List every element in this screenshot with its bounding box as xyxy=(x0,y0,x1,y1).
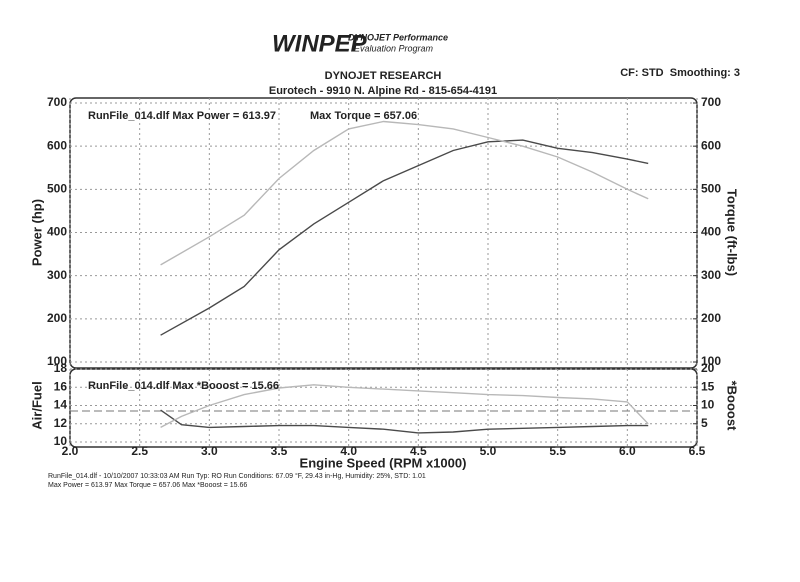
x-tick-label: 2.5 xyxy=(131,444,148,458)
address: Eurotech - 9910 N. Alpine Rd - 815-654-4… xyxy=(269,85,497,97)
y2-tick-label: 15 xyxy=(701,379,715,393)
y-tick-label: 700 xyxy=(47,95,67,109)
y-tick-label: 18 xyxy=(54,361,68,375)
x-tick-label: 5.0 xyxy=(480,444,497,458)
y-tick-label: 14 xyxy=(54,398,68,412)
plot-frame xyxy=(69,97,698,369)
footer: RunFile_014.dlf - 10/10/2007 10:33:03 AM… xyxy=(48,472,426,480)
x-tick-label: 6.0 xyxy=(619,444,636,458)
y2-tick-label: 200 xyxy=(701,311,721,325)
logo-subtitle: Evaluation Program xyxy=(354,43,434,53)
y-tick-label: 16 xyxy=(54,379,68,393)
footer: Max Power = 613.97 Max Torque = 657.06 M… xyxy=(48,482,247,489)
y2-tick-label: 300 xyxy=(701,268,721,282)
y2-tick-label: 700 xyxy=(701,95,721,109)
y-tick-label: 12 xyxy=(54,416,68,430)
x-tick-label: 3.5 xyxy=(271,444,288,458)
annotation: RunFile_014.dlf Max *Booost = 15.66 xyxy=(88,380,279,392)
y2-axis-title: Torque (ft-lbs) xyxy=(725,189,740,276)
y2-tick-label: 500 xyxy=(701,182,721,196)
annotation: RunFile_014.dlf Max Power = 613.97 xyxy=(88,110,276,122)
logo: WINPEP xyxy=(272,30,368,57)
y-tick-label: 600 xyxy=(47,138,67,152)
y-tick-label: 500 xyxy=(47,182,67,196)
x-tick-label: 3.0 xyxy=(201,444,218,458)
y-axis-title: Power (hp) xyxy=(29,199,44,266)
y2-axis-title: *Booost xyxy=(725,381,740,432)
series-line xyxy=(160,409,649,434)
y2-tick-label: 600 xyxy=(701,138,721,152)
x-axis-title: Engine Speed (RPM x1000) xyxy=(300,455,467,470)
logo-subtitle: DYNOJET Performance xyxy=(348,32,448,42)
series-line xyxy=(160,384,649,429)
y2-tick-label: 100 xyxy=(701,354,721,368)
settings: CF: STD Smoothing: 3 xyxy=(620,67,740,79)
y-tick-label: 200 xyxy=(47,311,67,325)
x-tick-label: 4.5 xyxy=(410,444,427,458)
x-tick-label: 5.5 xyxy=(549,444,566,458)
x-tick-label: 4.0 xyxy=(340,444,357,458)
y-tick-label: 400 xyxy=(47,225,67,239)
series-line xyxy=(160,139,649,336)
x-tick-label: 2.0 xyxy=(62,444,79,458)
x-tick-label: 6.5 xyxy=(689,444,706,458)
y-tick-label: 100 xyxy=(47,354,67,368)
series-line xyxy=(160,120,649,266)
y2-tick-label: 20 xyxy=(701,361,715,375)
y-tick-label: 10 xyxy=(54,434,68,448)
y-tick-label: 300 xyxy=(47,268,67,282)
y-axis-title: Air/Fuel xyxy=(29,381,44,429)
company: DYNOJET RESEARCH xyxy=(325,70,442,82)
y2-tick-label: 5 xyxy=(701,416,708,430)
y2-tick-label: 400 xyxy=(701,225,721,239)
y2-tick-label: 10 xyxy=(701,398,715,412)
annotation: Max Torque = 657.06 xyxy=(310,110,417,122)
